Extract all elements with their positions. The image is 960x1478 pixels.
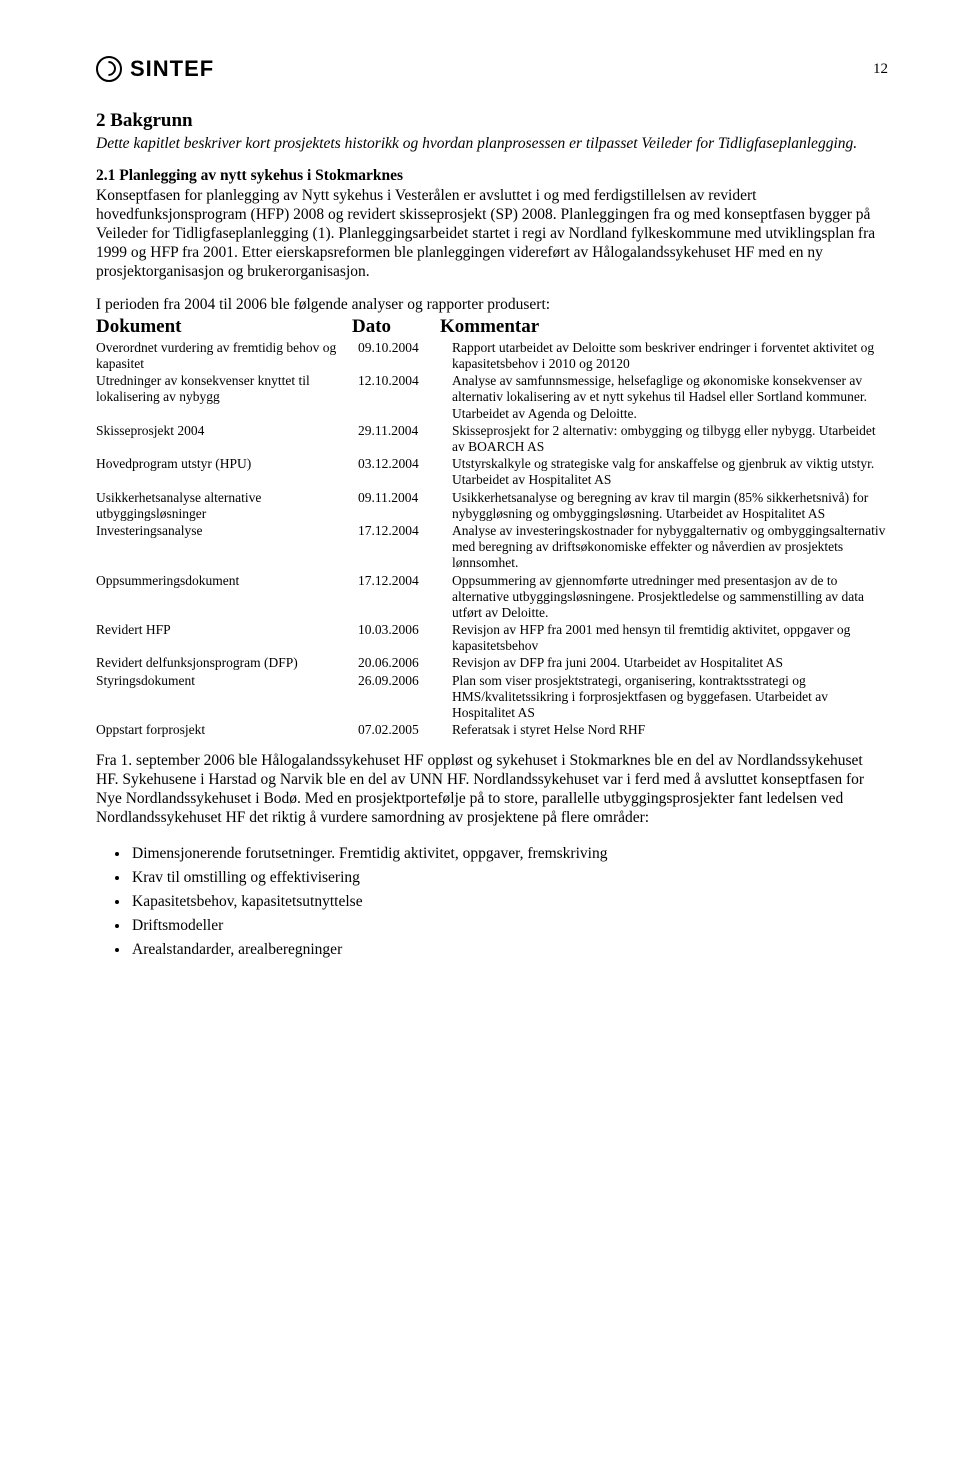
row-date: 29.11.2004 (358, 423, 452, 455)
row-document: Overordnet vurdering av fremtidig behov … (96, 340, 358, 372)
page: SINTEF 12 2 Bakgrunn Dette kapitlet besk… (0, 0, 960, 1026)
row-document: Hovedprogram utstyr (HPU) (96, 456, 358, 488)
row-date: 09.11.2004 (358, 490, 452, 522)
logo: SINTEF (96, 56, 214, 82)
table-header-comment: Kommentar (440, 316, 888, 338)
row-comment: Revisjon av DFP fra juni 2004. Utarbeide… (452, 655, 888, 671)
row-comment: Plan som viser prosjektstrategi, organis… (452, 673, 888, 722)
row-document: Oppsummeringsdokument (96, 573, 358, 622)
table-row: Hovedprogram utstyr (HPU)03.12.2004Utsty… (96, 456, 888, 488)
section-intro: Dette kapitlet beskriver kort prosjektet… (96, 134, 888, 153)
row-document: Skisseprosjekt 2004 (96, 423, 358, 455)
row-comment: Oppsummering av gjennomførte utredninger… (452, 573, 888, 622)
row-date: 26.09.2006 (358, 673, 452, 722)
logo-text: SINTEF (130, 56, 214, 82)
table-header-date: Dato (352, 316, 440, 338)
row-comment: Usikkerhetsanalyse og beregning av krav … (452, 490, 888, 522)
row-comment: Revisjon av HFP fra 2001 med hensyn til … (452, 622, 888, 654)
table-row: Usikkerhetsanalyse alternative utbygging… (96, 490, 888, 522)
table-header-row: Dokument Dato Kommentar (96, 316, 888, 338)
row-document: Utredninger av konsekvenser knyttet til … (96, 373, 358, 422)
row-date: 07.02.2005 (358, 722, 452, 738)
row-date: 17.12.2004 (358, 523, 452, 572)
table-row: Oppstart forprosjekt07.02.2005Referatsak… (96, 722, 888, 738)
table-row: Revidert delfunksjonsprogram (DFP)20.06.… (96, 655, 888, 671)
row-document: Usikkerhetsanalyse alternative utbygging… (96, 490, 358, 522)
table-header-doc: Dokument (96, 316, 352, 338)
table-row: Utredninger av konsekvenser knyttet til … (96, 373, 888, 422)
section-title: 2 Bakgrunn (96, 110, 888, 132)
row-date: 10.03.2006 (358, 622, 452, 654)
table-row: Oppsummeringsdokument17.12.2004Oppsummer… (96, 573, 888, 622)
body-paragraph: Konseptfasen for planlegging av Nytt syk… (96, 187, 888, 282)
row-comment: Analyse av investeringskostnader for nyb… (452, 523, 888, 572)
table-lead: I perioden fra 2004 til 2006 ble følgend… (96, 296, 888, 314)
table-row: Skisseprosjekt 200429.11.2004Skisseprosj… (96, 423, 888, 455)
table-row: Investeringsanalyse17.12.2004Analyse av … (96, 523, 888, 572)
subsection-title: 2.1 Planlegging av nytt sykehus i Stokma… (96, 167, 888, 185)
row-document: Oppstart forprosjekt (96, 722, 358, 738)
page-header: SINTEF 12 (96, 56, 888, 82)
row-document: Revidert HFP (96, 622, 358, 654)
row-document: Revidert delfunksjonsprogram (DFP) (96, 655, 358, 671)
list-item: Driftsmodeller (130, 914, 888, 938)
document-table: Overordnet vurdering av fremtidig behov … (96, 340, 888, 739)
bullet-list: Dimensjonerende forutsetninger. Fremtidi… (96, 842, 888, 962)
list-item: Arealstandarder, arealberegninger (130, 938, 888, 962)
after-table-paragraph: Fra 1. september 2006 ble Hålogalandssyk… (96, 752, 888, 828)
row-date: 20.06.2006 (358, 655, 452, 671)
row-document: Investeringsanalyse (96, 523, 358, 572)
list-item: Kapasitetsbehov, kapasitetsutnyttelse (130, 890, 888, 914)
sintef-logo-icon (96, 56, 122, 82)
row-document: Styringsdokument (96, 673, 358, 722)
table-row: Revidert HFP10.03.2006Revisjon av HFP fr… (96, 622, 888, 654)
row-date: 03.12.2004 (358, 456, 452, 488)
row-comment: Analyse av samfunnsmessige, helsefaglige… (452, 373, 888, 422)
row-comment: Rapport utarbeidet av Deloitte som beskr… (452, 340, 888, 372)
list-item: Krav til omstilling og effektivisering (130, 866, 888, 890)
page-number: 12 (873, 61, 888, 78)
row-comment: Referatsak i styret Helse Nord RHF (452, 722, 888, 738)
row-comment: Utstyrskalkyle og strategiske valg for a… (452, 456, 888, 488)
list-item: Dimensjonerende forutsetninger. Fremtidi… (130, 842, 888, 866)
table-row: Styringsdokument26.09.2006Plan som viser… (96, 673, 888, 722)
row-date: 09.10.2004 (358, 340, 452, 372)
row-date: 12.10.2004 (358, 373, 452, 422)
row-comment: Skisseprosjekt for 2 alternativ: ombyggi… (452, 423, 888, 455)
table-row: Overordnet vurdering av fremtidig behov … (96, 340, 888, 372)
row-date: 17.12.2004 (358, 573, 452, 622)
